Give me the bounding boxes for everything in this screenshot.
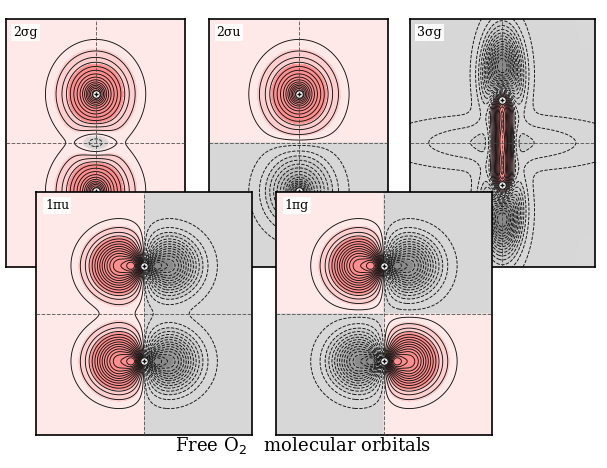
Text: 2σu: 2σu: [217, 26, 241, 39]
Text: 3σg: 3σg: [417, 26, 442, 39]
Text: 2σg: 2σg: [13, 26, 38, 39]
Text: Free O$_2$   molecular orbitals: Free O$_2$ molecular orbitals: [175, 435, 432, 456]
Text: 1πu: 1πu: [45, 199, 69, 212]
Text: 1πg: 1πg: [285, 199, 309, 212]
